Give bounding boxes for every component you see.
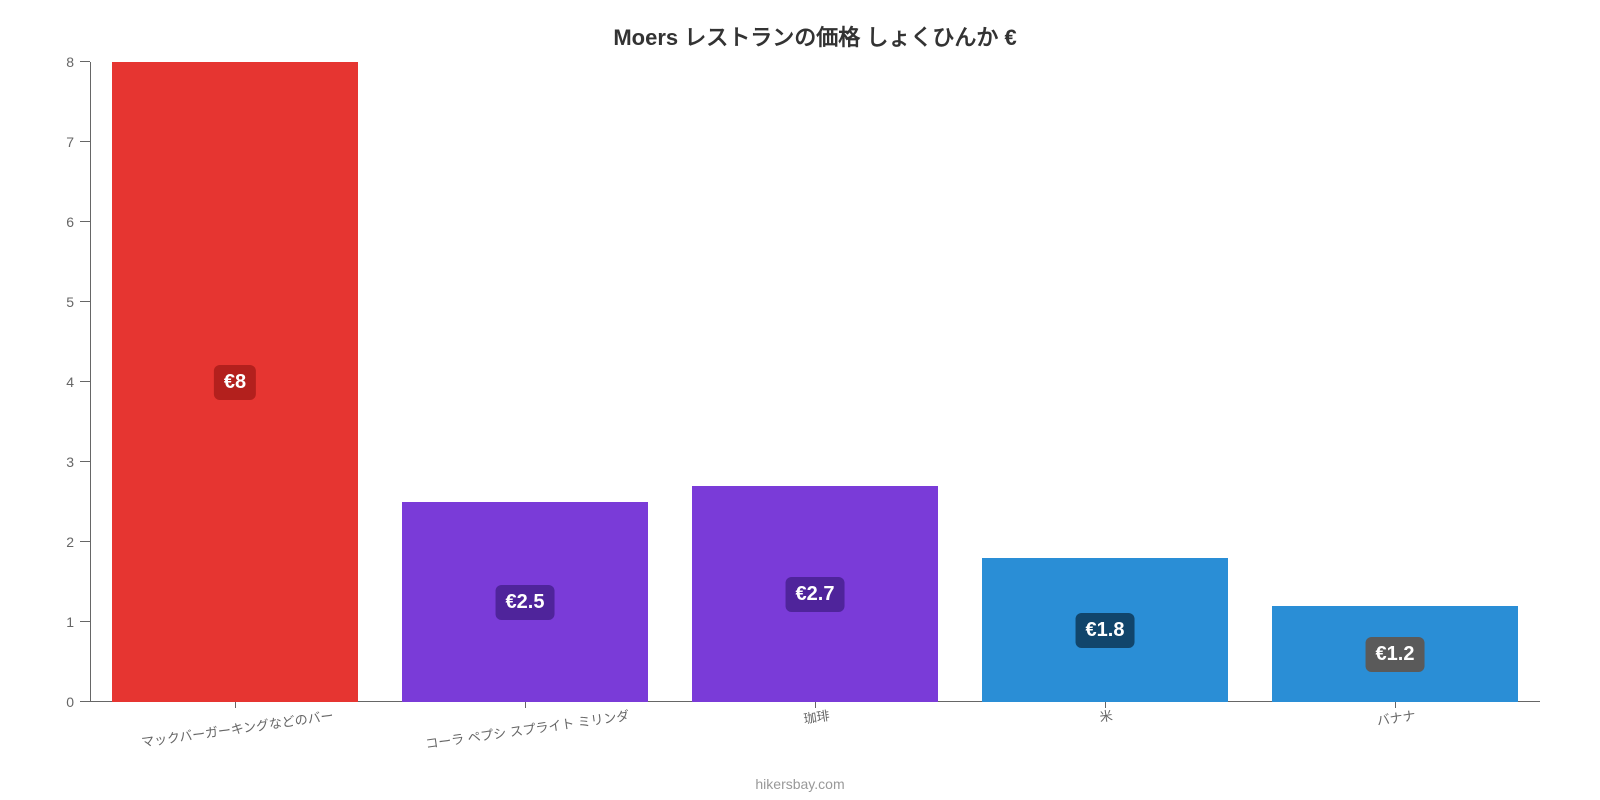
y-tick <box>80 61 90 62</box>
y-tick <box>80 461 90 462</box>
y-tick <box>80 381 90 382</box>
bar-value-label: €8 <box>214 365 256 400</box>
y-tick <box>80 621 90 622</box>
bar: €1.2 <box>1272 606 1519 702</box>
y-tick <box>80 301 90 302</box>
chart-container: Moers レストランの価格 しょくひんか € 0 1 2 3 4 5 6 7 8 €8 €2.5… <box>0 0 1600 800</box>
x-label-slot: 米 <box>960 705 1250 724</box>
bar-value-label: €2.7 <box>786 577 845 612</box>
y-tick-label: 5 <box>66 294 74 310</box>
y-tick <box>80 701 90 702</box>
x-label-slot: コーラ ペプシ スプライト ミリンダ <box>380 705 670 724</box>
bar-value-label: €2.5 <box>496 585 555 620</box>
bar-slot: €2.5 <box>380 62 670 702</box>
y-tick-label: 3 <box>66 454 74 470</box>
y-tick-label: 2 <box>66 534 74 550</box>
plot-area: 012345678 €8€2.5€2.7€1.8€1.2 マックバーガーキングな… <box>90 62 1540 702</box>
y-tick-label: 8 <box>66 54 74 70</box>
x-category-label: 珈琲 <box>802 705 830 727</box>
x-category-label: マックバーガーキングなどのバー <box>140 705 335 751</box>
y-tick-label: 7 <box>66 134 74 150</box>
x-category-label: コーラ ペプシ スプライト ミリンダ <box>424 705 630 752</box>
bar: €2.7 <box>692 486 939 702</box>
x-labels-group: マックバーガーキングなどのバーコーラ ペプシ スプライト ミリンダ 珈琲 米 バナナ <box>90 705 1540 724</box>
x-label-slot: 珈琲 <box>670 705 960 724</box>
credit-text: hikersbay.com <box>0 776 1600 792</box>
bar: €8 <box>112 62 359 702</box>
x-label-slot: マックバーガーキングなどのバー <box>90 705 380 724</box>
bar-value-label: €1.8 <box>1076 613 1135 648</box>
x-category-label: バナナ <box>1376 705 1417 729</box>
y-tick <box>80 141 90 142</box>
y-tick-label: 1 <box>66 614 74 630</box>
x-category-label: 米 <box>1099 705 1115 726</box>
bar: €2.5 <box>402 502 649 702</box>
bar-slot: €2.7 <box>670 62 960 702</box>
bars-group: €8 €2.5 €2.7 €1.8 €1.2 <box>90 62 1540 702</box>
chart-title: Moers レストランの価格 しょくひんか € <box>90 20 1540 52</box>
bar-value-label: €1.2 <box>1366 637 1425 672</box>
bar-slot: €1.2 <box>1250 62 1540 702</box>
bar-slot: €1.8 <box>960 62 1250 702</box>
y-tick <box>80 541 90 542</box>
x-label-slot: バナナ <box>1250 705 1540 724</box>
y-tick-label: 0 <box>66 694 74 710</box>
y-tick-label: 4 <box>66 374 74 390</box>
y-tick <box>80 221 90 222</box>
bar-slot: €8 <box>90 62 380 702</box>
y-tick-label: 6 <box>66 214 74 230</box>
bar: €1.8 <box>982 558 1229 702</box>
